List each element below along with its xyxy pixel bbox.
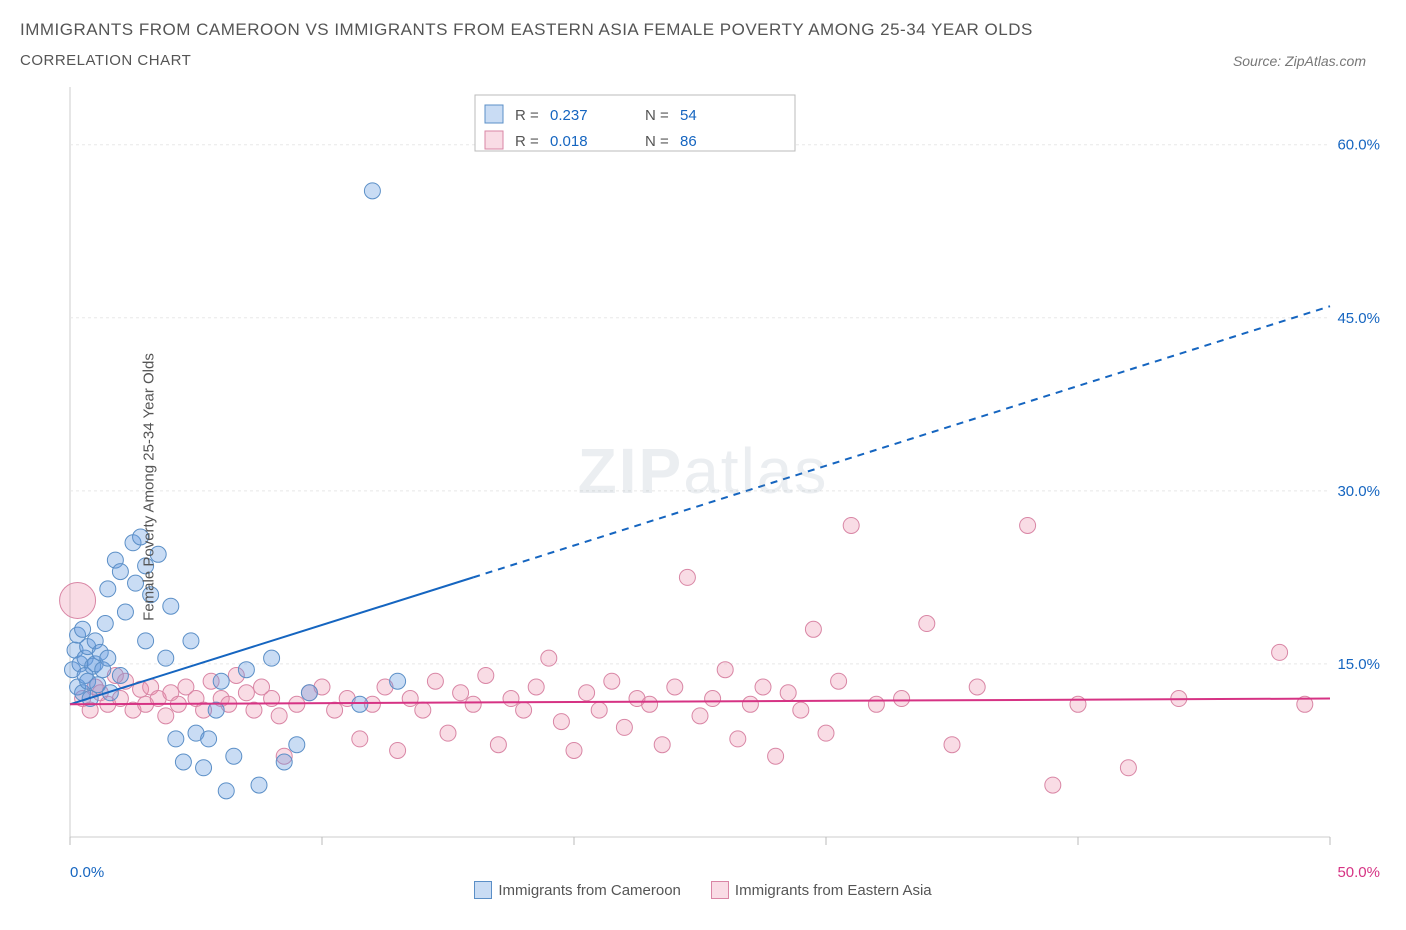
svg-text:N =: N = [645,107,669,124]
legend-swatch [474,881,492,899]
svg-text:N =: N = [645,133,669,150]
source-attribution: Source: ZipAtlas.com [1233,53,1366,69]
svg-text:15.0%: 15.0% [1337,656,1380,673]
svg-text:R =: R = [515,107,539,124]
legend-item: Immigrants from Eastern Asia [711,881,932,899]
svg-text:30.0%: 30.0% [1337,483,1380,500]
legend-swatch [711,881,729,899]
svg-text:0.237: 0.237 [550,107,588,124]
svg-text:45.0%: 45.0% [1337,310,1380,327]
scatter-chart: 15.0% 30.0% 45.0% 60.0% 0.0% 50.0% R = 0.237 N =… [20,77,1386,897]
chart-subtitle: CORRELATION CHART [20,52,1033,69]
svg-text:54: 54 [680,107,697,124]
legend-item: Immigrants from Cameroon [474,881,681,899]
svg-text:60.0%: 60.0% [1337,137,1380,154]
chart-header: IMMIGRANTS FROM CAMEROON VS IMMIGRANTS F… [20,20,1386,69]
bottom-legend: Immigrants from Cameroon Immigrants from … [20,881,1386,899]
svg-text:86: 86 [680,133,697,150]
y-axis-title: Female Poverty Among 25-34 Year Olds [140,353,157,621]
svg-text:0.018: 0.018 [550,133,588,150]
legend-label: Immigrants from Cameroon [498,882,681,899]
svg-text:50.0%: 50.0% [1337,864,1380,881]
chart-container: Female Poverty Among 25-34 Year Olds ZIP… [20,77,1386,897]
title-block: IMMIGRANTS FROM CAMEROON VS IMMIGRANTS F… [20,20,1033,69]
svg-text:R =: R = [515,133,539,150]
chart-title: IMMIGRANTS FROM CAMEROON VS IMMIGRANTS F… [20,20,1033,40]
svg-text:0.0%: 0.0% [70,864,104,881]
legend-label: Immigrants from Eastern Asia [735,882,932,899]
